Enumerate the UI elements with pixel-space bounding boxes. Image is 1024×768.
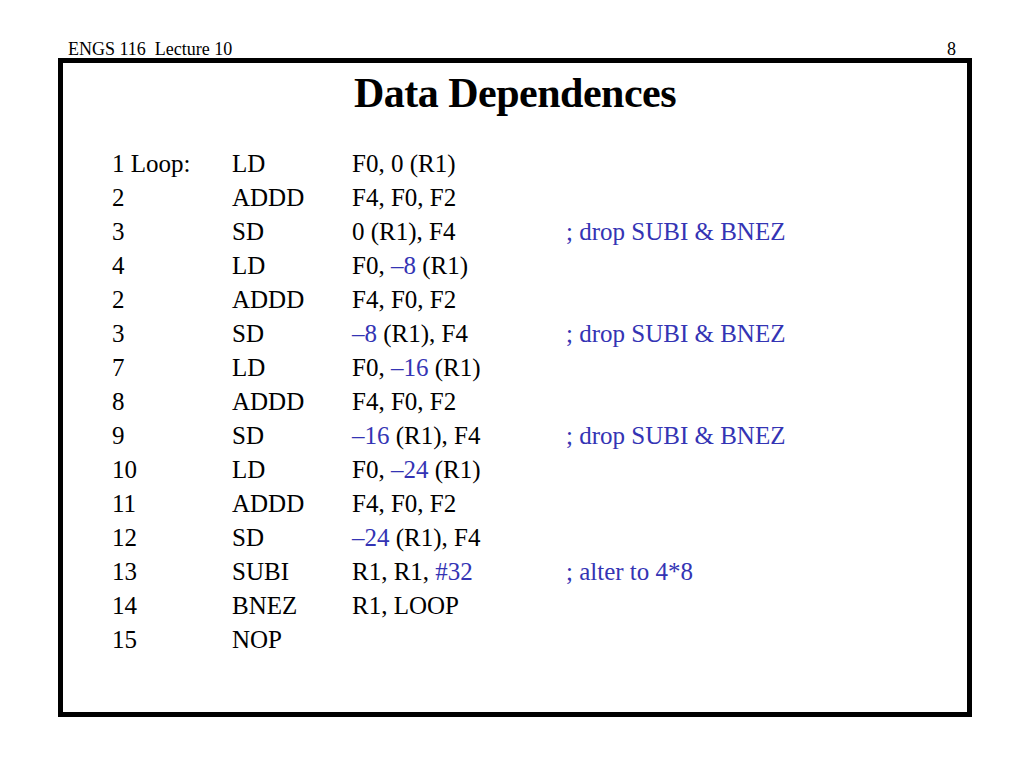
operands: F4, F0, F2 [352,490,456,518]
code-row: 12 SD –24 (R1), F4 [0,524,1024,558]
line-number: 2 [112,184,125,212]
line-number: 9 [112,422,125,450]
operand-text: F0, [352,252,391,279]
comment: ; drop SUBI & BNEZ [566,320,785,348]
operand-text: F0, [352,354,391,381]
code-row: 1 Loop: LD F0, 0 (R1) [0,150,1024,184]
line-number: 1 Loop: [112,150,190,178]
slide-title: Data Dependences [58,72,972,114]
operand-text: F4, F0, F2 [352,286,456,313]
operands: –8 (R1), F4 [352,320,468,348]
opcode: LD [232,252,265,280]
operand-text: F4, F0, F2 [352,184,456,211]
operand-highlight: #32 [435,558,473,585]
page-number: 8 [947,39,956,60]
opcode: SD [232,320,264,348]
opcode: LD [232,150,265,178]
opcode: LD [232,456,265,484]
opcode: LD [232,354,265,382]
operand-highlight: –16 [391,354,429,381]
operand-text: F4, F0, F2 [352,490,456,517]
operand-text: (R1), F4 [377,320,468,347]
line-number: 8 [112,388,125,416]
operands: F0, 0 (R1) [352,150,455,178]
line-number: 7 [112,354,125,382]
operand-highlight: –8 [391,252,416,279]
page-header: ENGS 116 Lecture 10 8 [68,39,956,60]
operands: R1, LOOP [352,592,459,620]
line-number: 15 [112,626,137,654]
operand-text: 0 (R1), F4 [352,218,455,245]
operand-text: (R1) [428,354,480,381]
opcode: ADDD [232,286,304,314]
code-listing: 1 Loop: LD F0, 0 (R1) 2 ADDD F4, F0, F2 3 SD 0 (… [0,150,1024,660]
comment: ; drop SUBI & BNEZ [566,218,785,246]
opcode: SD [232,218,264,246]
line-number: 13 [112,558,137,586]
operand-text: R1, R1, [352,558,435,585]
opcode: SD [232,524,264,552]
opcode: ADDD [232,490,304,518]
opcode: SD [232,422,264,450]
opcode: ADDD [232,184,304,212]
operand-highlight: –24 [352,524,390,551]
line-number: 3 [112,320,125,348]
operand-text: R1, LOOP [352,592,459,619]
code-row: 3 SD 0 (R1), F4 ; drop SUBI & BNEZ [0,218,1024,252]
operands: –16 (R1), F4 [352,422,480,450]
operand-highlight: –16 [352,422,390,449]
code-row: 11 ADDD F4, F0, F2 [0,490,1024,524]
operands: F4, F0, F2 [352,286,456,314]
operands: F0, –24 (R1) [352,456,480,484]
operands: F0, –8 (R1) [352,252,468,280]
comment: ; drop SUBI & BNEZ [566,422,785,450]
code-row: 2 ADDD F4, F0, F2 [0,184,1024,218]
operand-highlight: –8 [352,320,377,347]
operand-text: F0, [352,456,391,483]
opcode: SUBI [232,558,289,586]
code-row: 2 ADDD F4, F0, F2 [0,286,1024,320]
line-number: 12 [112,524,137,552]
line-number: 11 [112,490,136,518]
operands: F0, –16 (R1) [352,354,480,382]
operands: –24 (R1), F4 [352,524,480,552]
code-row: 9 SD –16 (R1), F4 ; drop SUBI & BNEZ [0,422,1024,456]
line-number: 4 [112,252,125,280]
line-number: 3 [112,218,125,246]
operand-text: F0, 0 (R1) [352,150,455,177]
code-row: 15 NOP [0,626,1024,660]
line-number: 10 [112,456,137,484]
code-row: 7 LD F0, –16 (R1) [0,354,1024,388]
operands: 0 (R1), F4 [352,218,455,246]
operand-text: (R1) [428,456,480,483]
operand-text: F4, F0, F2 [352,388,456,415]
operands: F4, F0, F2 [352,184,456,212]
operand-highlight: –24 [391,456,429,483]
operand-text: (R1), F4 [390,422,481,449]
code-row: 8 ADDD F4, F0, F2 [0,388,1024,422]
line-number: 14 [112,592,137,620]
code-row: 14 BNEZ R1, LOOP [0,592,1024,626]
code-row: 4 LD F0, –8 (R1) [0,252,1024,286]
opcode: NOP [232,626,282,654]
operand-text: (R1), F4 [390,524,481,551]
code-row: 3 SD –8 (R1), F4 ; drop SUBI & BNEZ [0,320,1024,354]
course-header: ENGS 116 Lecture 10 [68,39,232,60]
comment: ; alter to 4*8 [566,558,693,586]
operands: R1, R1, #32 [352,558,473,586]
operand-text: (R1) [416,252,468,279]
opcode: ADDD [232,388,304,416]
opcode: BNEZ [232,592,297,620]
code-row: 10 LD F0, –24 (R1) [0,456,1024,490]
operands: F4, F0, F2 [352,388,456,416]
line-number: 2 [112,286,125,314]
code-row: 13 SUBI R1, R1, #32 ; alter to 4*8 [0,558,1024,592]
